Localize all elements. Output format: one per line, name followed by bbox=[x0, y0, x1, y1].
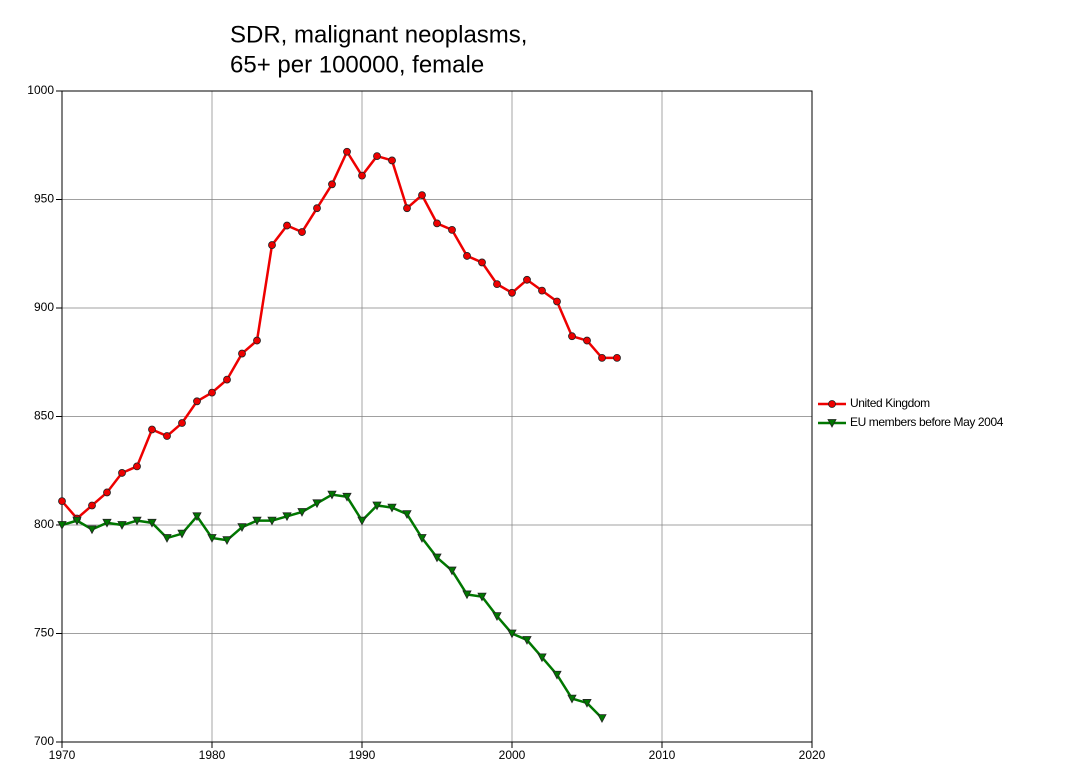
series-line bbox=[61, 149, 617, 521]
data-point bbox=[148, 425, 156, 434]
y-tick-label: 900 bbox=[34, 300, 54, 314]
y-tick-label: 750 bbox=[34, 626, 54, 640]
data-point bbox=[507, 629, 517, 639]
data-point bbox=[103, 488, 111, 497]
data-point bbox=[147, 518, 157, 528]
data-point bbox=[327, 490, 337, 500]
data-point bbox=[357, 516, 367, 526]
legend-marker bbox=[828, 400, 836, 408]
data-point bbox=[208, 388, 216, 397]
y-tick-label: 850 bbox=[34, 409, 54, 423]
data-point bbox=[132, 516, 142, 526]
x-tick-label: 1980 bbox=[199, 748, 226, 762]
series-line bbox=[61, 493, 603, 720]
data-point bbox=[328, 180, 336, 189]
data-point bbox=[297, 508, 307, 517]
data-point bbox=[313, 204, 321, 213]
data-point bbox=[478, 258, 486, 267]
data-point bbox=[178, 419, 186, 427]
data-point bbox=[508, 288, 516, 297]
data-point bbox=[403, 204, 411, 213]
x-tick-label: 1990 bbox=[349, 748, 376, 762]
data-point bbox=[388, 156, 396, 165]
data-point bbox=[582, 699, 592, 708]
data-point bbox=[283, 221, 291, 230]
data-point bbox=[553, 297, 561, 306]
data-point bbox=[462, 590, 472, 600]
data-point bbox=[387, 503, 397, 513]
data-point bbox=[162, 534, 172, 543]
data-point bbox=[118, 469, 126, 477]
y-tick-label: 700 bbox=[34, 734, 54, 748]
data-point bbox=[463, 252, 471, 260]
x-tick-label: 2010 bbox=[649, 748, 676, 762]
data-point bbox=[537, 653, 547, 663]
data-point bbox=[417, 534, 427, 543]
data-point bbox=[267, 516, 277, 526]
data-point bbox=[222, 536, 232, 546]
x-tick-label: 2020 bbox=[799, 748, 826, 762]
data-point bbox=[298, 228, 306, 236]
plot-frame bbox=[61, 90, 813, 743]
data-point bbox=[447, 566, 457, 576]
y-tick-label: 800 bbox=[34, 517, 54, 531]
data-point bbox=[253, 336, 261, 345]
data-point bbox=[343, 147, 351, 156]
data-point bbox=[358, 171, 366, 180]
data-point bbox=[523, 275, 531, 284]
data-point bbox=[567, 694, 577, 704]
data-point bbox=[522, 636, 532, 645]
data-point bbox=[223, 375, 231, 384]
data-point bbox=[448, 225, 456, 234]
data-point bbox=[268, 241, 276, 249]
data-point bbox=[432, 553, 442, 563]
data-point bbox=[597, 714, 607, 723]
data-point bbox=[57, 521, 67, 530]
data-point bbox=[568, 332, 576, 341]
chart-title: 65+ per 100000, female bbox=[230, 51, 484, 78]
legend-marker bbox=[827, 419, 837, 428]
data-point bbox=[372, 501, 382, 511]
x-tick-label: 2000 bbox=[499, 748, 526, 762]
data-point bbox=[583, 336, 591, 345]
data-point bbox=[237, 523, 247, 533]
data-point bbox=[282, 512, 292, 522]
data-point bbox=[163, 432, 171, 440]
data-point bbox=[342, 492, 352, 502]
data-point bbox=[598, 354, 606, 362]
data-point bbox=[72, 516, 82, 526]
legend-label: EU members before May 2004 bbox=[850, 415, 1004, 429]
data-point bbox=[552, 670, 562, 680]
data-point bbox=[613, 354, 621, 362]
data-point bbox=[207, 534, 217, 543]
data-point bbox=[402, 510, 412, 519]
data-point bbox=[117, 521, 127, 530]
data-point bbox=[538, 286, 546, 295]
data-point bbox=[418, 191, 426, 200]
chart-title: SDR, malignant neoplasms, bbox=[230, 21, 527, 48]
data-point bbox=[58, 497, 66, 506]
data-point bbox=[193, 397, 201, 406]
legend-label: United Kingdom bbox=[850, 396, 930, 410]
data-point bbox=[87, 525, 97, 535]
data-point bbox=[238, 349, 246, 358]
y-tick-label: 1000 bbox=[27, 83, 54, 97]
data-point bbox=[373, 152, 381, 161]
data-point bbox=[493, 280, 501, 289]
data-point bbox=[177, 529, 187, 539]
data-point bbox=[312, 499, 322, 509]
data-point bbox=[492, 612, 502, 621]
data-point bbox=[133, 462, 141, 471]
x-tick-label: 1970 bbox=[49, 748, 76, 762]
data-point bbox=[102, 518, 112, 528]
data-point bbox=[433, 219, 441, 228]
data-point bbox=[88, 501, 96, 510]
data-point bbox=[192, 512, 202, 522]
data-point bbox=[252, 516, 262, 526]
data-point bbox=[477, 592, 487, 602]
y-tick-label: 950 bbox=[34, 192, 54, 206]
